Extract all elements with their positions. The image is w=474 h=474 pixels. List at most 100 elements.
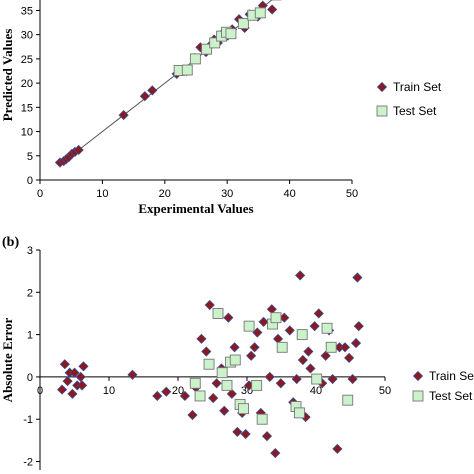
test-set-point — [225, 28, 237, 40]
legend-item-test-set: Test Set — [376, 104, 437, 118]
legend-marker-diamond — [412, 370, 424, 382]
x-tick-label: 20 — [159, 188, 171, 200]
test-set-point — [221, 379, 233, 391]
y-tick-label: 20 — [21, 78, 33, 90]
train-set-point — [57, 384, 68, 395]
panel-a-predicted-vs-experimental: 0 10 20 30 40 50 0 5 10 15 20 25 30 35 40 Experimenta… — [0, 0, 442, 216]
train-set-point — [232, 426, 243, 437]
train-set-point — [179, 390, 190, 402]
test-set-point — [243, 320, 255, 332]
x-tick-label: 0 — [37, 188, 43, 200]
test-set-point — [251, 379, 263, 391]
x-tick-label: 10 — [96, 188, 108, 200]
train-set-point — [353, 321, 364, 332]
legend-item-test-set: Test Set — [412, 389, 473, 403]
test-set-point — [229, 354, 241, 366]
panel-b-y-axis-title: Absolute Error — [0, 317, 15, 402]
train-set-point — [196, 333, 207, 344]
test-set-point — [209, 37, 221, 49]
train-set-point — [152, 390, 163, 402]
legend-label: Test Set — [429, 389, 473, 403]
test-set-point — [181, 64, 193, 76]
train-set-point — [305, 363, 316, 374]
test-set-point — [189, 53, 201, 65]
train-set-point — [246, 350, 257, 361]
test-set-point — [203, 358, 215, 370]
x-tick-label: 40 — [283, 188, 295, 200]
test-set-point — [342, 394, 354, 406]
panel-a-y-axis-title: Predicted Values — [0, 29, 15, 122]
y-tick-label: 30 — [21, 30, 33, 42]
train-set-point — [139, 91, 150, 102]
train-set-point — [327, 373, 338, 385]
train-set-point — [295, 270, 306, 281]
train-set-point — [73, 144, 84, 156]
legend-label: Test Set — [393, 104, 437, 118]
test-set-point — [237, 18, 249, 29]
train-set-point — [303, 346, 314, 357]
train-set-point — [147, 85, 158, 96]
train-set-point — [240, 428, 251, 440]
test-set-point — [254, 7, 266, 19]
x-tick-label: 0 — [37, 385, 43, 397]
test-set-point — [212, 308, 224, 319]
test-set-point — [201, 43, 213, 55]
panel-a-x-ticks: 0 10 20 30 40 50 — [37, 180, 358, 200]
train-set-point — [78, 361, 89, 372]
train-set-point — [77, 380, 88, 391]
train-set-point — [208, 393, 219, 404]
y-tick-label: 5 — [27, 151, 33, 163]
train-set-point — [275, 378, 286, 389]
panel-a-points — [54, 0, 282, 168]
y-tick-label: 35 — [21, 5, 33, 17]
train-set-point — [75, 371, 86, 382]
train-set-point — [264, 371, 275, 382]
x-tick-label: 30 — [221, 188, 233, 200]
panel-a-x-axis-title: Experimental Values — [138, 201, 253, 216]
x-tick-label: 50 — [346, 188, 358, 200]
panel-a-legend: Train Set Test Set — [376, 80, 442, 118]
x-tick-label: 40 — [310, 385, 322, 397]
train-set-point — [270, 448, 281, 459]
test-set-point — [270, 312, 282, 324]
y-tick-label: 10 — [21, 127, 33, 139]
legend-marker-square — [376, 105, 388, 117]
test-set-point — [276, 341, 288, 353]
x-tick-label: 50 — [379, 385, 391, 397]
legend-item-train-set: Train Set — [376, 80, 442, 94]
train-set-point — [297, 354, 308, 366]
train-set-point — [211, 378, 222, 389]
train-set-point — [229, 342, 240, 353]
train-set-point — [344, 352, 355, 363]
y-tick-label: 15 — [21, 102, 33, 114]
train-set-point — [249, 342, 260, 353]
test-set-point — [238, 403, 250, 415]
test-set-point — [293, 407, 305, 419]
test-set-point — [325, 341, 337, 353]
train-set-point — [332, 443, 343, 454]
y-tick-label: 0 — [27, 372, 33, 384]
train-set-point — [59, 359, 70, 370]
train-set-point — [69, 367, 80, 378]
train-set-point — [201, 346, 212, 357]
train-set-point — [313, 308, 324, 319]
train-set-point — [127, 369, 138, 380]
y-tick-label: 1 — [27, 330, 33, 342]
test-set-point — [194, 390, 206, 402]
test-set-point — [321, 322, 333, 334]
train-set-point — [187, 409, 198, 421]
x-tick-label: 20 — [172, 385, 184, 397]
train-set-point — [161, 386, 172, 397]
train-set-point — [258, 316, 269, 327]
train-set-point — [320, 350, 331, 361]
train-set-point — [291, 373, 302, 385]
train-set-point — [352, 272, 363, 283]
panel-b-legend: Train Set Test Set — [412, 369, 474, 403]
y-tick-label: -1 — [23, 414, 33, 426]
y-tick-label: -2 — [23, 457, 33, 469]
legend-label: Train Set — [393, 80, 442, 94]
train-set-point — [261, 431, 273, 442]
train-set-point — [223, 312, 234, 323]
